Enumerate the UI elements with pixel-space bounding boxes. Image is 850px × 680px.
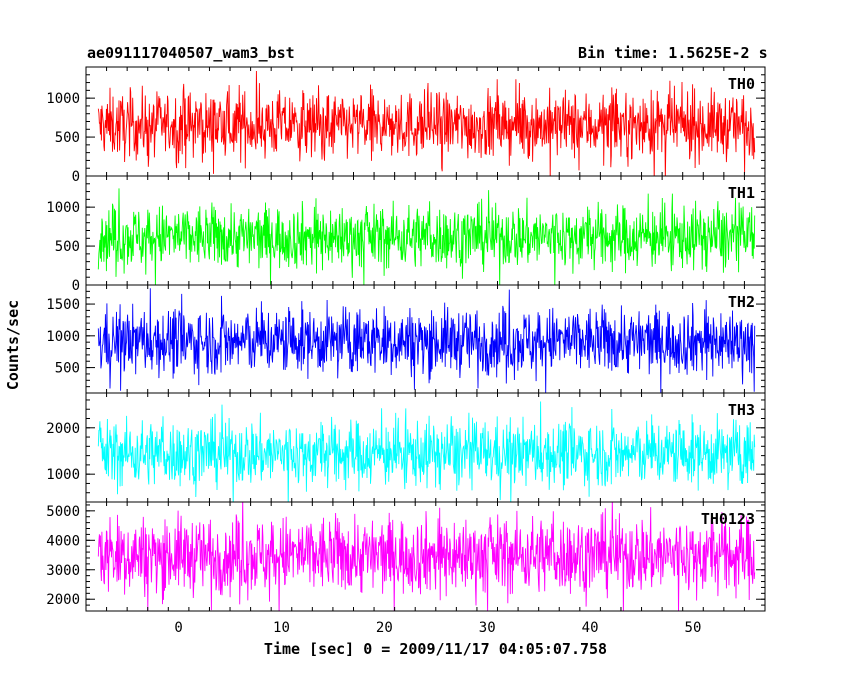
panel-label-th0: TH0: [728, 75, 755, 93]
x-axis-label: Time [sec] 0 = 2009/11/17 04:05:07.758: [264, 640, 607, 658]
panel-label-th0123: TH0123: [701, 510, 755, 528]
y-axis-label: Counts/sec: [4, 300, 22, 390]
plot-title: ae091117040507_wam3_bst: [87, 44, 295, 62]
x-tick-label: 0: [174, 620, 182, 636]
x-tick-label: 50: [685, 620, 702, 636]
series-th3: [97, 401, 756, 502]
panel-frame-th0123: [85, 501, 766, 612]
series-th2: [97, 288, 756, 393]
x-tick-label: 20: [376, 620, 393, 636]
series-th1: [97, 188, 756, 285]
y-tick-label: 1000: [46, 329, 80, 345]
y-tick-label: 500: [55, 130, 80, 146]
bin-time-label: Bin time: 1.5625E-2 s: [578, 44, 768, 62]
y-tick-label: 500: [55, 361, 80, 377]
y-tick-label: 4000: [46, 533, 80, 549]
y-tick-label: 3000: [46, 563, 80, 579]
y-tick-label: 500: [55, 239, 80, 255]
y-tick-label: 2000: [46, 592, 80, 608]
panel-label-th3: TH3: [728, 401, 755, 419]
y-tick-label: 1500: [46, 297, 80, 313]
y-tick-label: 5000: [46, 504, 80, 520]
x-tick-label: 30: [479, 620, 496, 636]
x-tick-label: 10: [273, 620, 290, 636]
y-tick-label: 1000: [46, 467, 80, 483]
series-th0: [97, 70, 756, 176]
y-tick-label: 0: [72, 278, 80, 294]
panel-label-th1: TH1: [728, 184, 755, 202]
series-th0123: [97, 502, 756, 611]
y-tick-label: 1000: [46, 91, 80, 107]
y-tick-label: 2000: [46, 421, 80, 437]
y-tick-label: 0: [72, 169, 80, 185]
x-tick-label: 40: [582, 620, 599, 636]
panel-label-th2: TH2: [728, 293, 755, 311]
y-tick-label: 1000: [46, 200, 80, 216]
